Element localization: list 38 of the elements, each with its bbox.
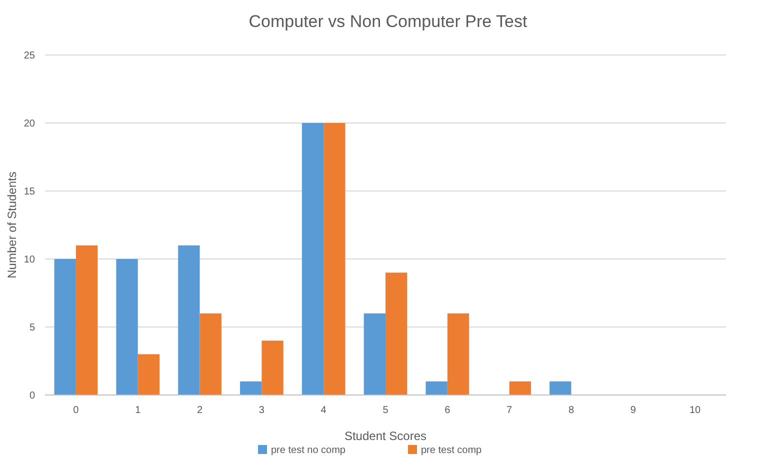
y-tick-label: 15: [24, 186, 36, 198]
bar: [509, 381, 531, 395]
x-tick-label: 6: [444, 405, 451, 416]
bar: [54, 259, 76, 395]
bar: [240, 381, 262, 395]
bar: [262, 340, 284, 395]
y-tick-label: 10: [24, 254, 36, 266]
legend-label: pre test no comp: [271, 445, 346, 456]
bar: [76, 245, 98, 395]
x-tick-label: 1: [135, 405, 142, 416]
x-tick-label: 10: [689, 405, 702, 416]
bar: [324, 123, 346, 395]
x-tick-label: 4: [320, 405, 327, 416]
x-axis-title: Student Scores: [344, 429, 427, 443]
bar: [364, 313, 386, 395]
y-tick-label: 20: [24, 118, 36, 130]
bar: [302, 123, 324, 395]
x-tick-label: 2: [196, 405, 203, 416]
bar: [426, 381, 448, 395]
x-tick-label: 9: [630, 405, 636, 416]
bar: [116, 259, 138, 395]
y-tick-label: 5: [29, 322, 36, 334]
bar: [447, 313, 470, 395]
chart-title: Computer vs Non Computer Pre Test: [248, 12, 528, 31]
bar: [550, 381, 572, 395]
x-tick-label: 3: [258, 405, 265, 416]
bar: [178, 245, 200, 395]
y-tick-label: 25: [24, 50, 36, 62]
y-axis-title: Number of Students: [5, 172, 19, 278]
y-tick-label: 0: [29, 390, 36, 402]
bar: [200, 313, 222, 395]
x-tick-label: 8: [568, 405, 574, 416]
bar: [386, 272, 408, 395]
x-tick-label: 0: [73, 405, 80, 416]
x-tick-label: 7: [506, 405, 513, 416]
x-tick-label: 5: [382, 405, 389, 416]
bar: [138, 354, 160, 395]
legend-label: pre test comp: [421, 445, 482, 456]
